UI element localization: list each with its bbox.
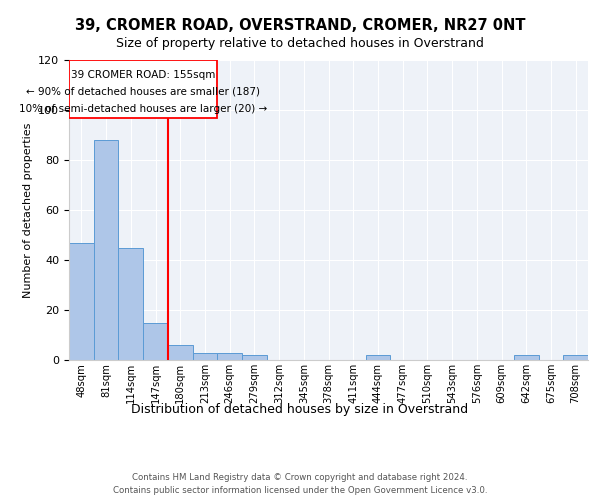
Bar (94, 140, 118, 360)
Bar (143, 322, 168, 360)
Text: ← 90% of detached houses are smaller (187): ← 90% of detached houses are smaller (18… (26, 86, 260, 96)
Bar (70, 60, 217, 118)
Bar (69, 242, 94, 360)
Bar (168, 345, 193, 360)
Bar (118, 248, 143, 360)
Bar (365, 355, 390, 360)
Bar (217, 352, 242, 360)
Y-axis label: Number of detached properties: Number of detached properties (23, 122, 32, 298)
Text: 10% of semi-detached houses are larger (20) →: 10% of semi-detached houses are larger (… (19, 104, 267, 114)
Bar (514, 355, 539, 360)
Text: 39 CROMER ROAD: 155sqm: 39 CROMER ROAD: 155sqm (71, 70, 215, 80)
Text: Size of property relative to detached houses in Overstrand: Size of property relative to detached ho… (116, 38, 484, 51)
Bar (563, 355, 588, 360)
Text: Distribution of detached houses by size in Overstrand: Distribution of detached houses by size … (131, 402, 469, 415)
Text: Contains public sector information licensed under the Open Government Licence v3: Contains public sector information licen… (113, 486, 487, 495)
Bar (193, 352, 217, 360)
Text: Contains HM Land Registry data © Crown copyright and database right 2024.: Contains HM Land Registry data © Crown c… (132, 472, 468, 482)
Bar (242, 355, 267, 360)
Text: 39, CROMER ROAD, OVERSTRAND, CROMER, NR27 0NT: 39, CROMER ROAD, OVERSTRAND, CROMER, NR2… (75, 18, 525, 32)
